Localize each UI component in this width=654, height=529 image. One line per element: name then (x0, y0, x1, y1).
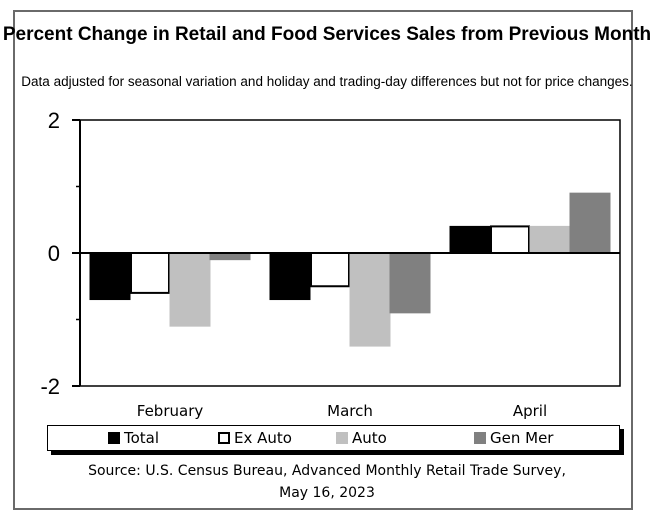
bar-ex-auto-february (130, 252, 170, 294)
legend-label: Auto (352, 429, 387, 447)
bar-gen-mer-march (389, 252, 431, 314)
bar-total-april (449, 225, 491, 254)
legend-item-gen-mer: Gen Mer (474, 429, 553, 447)
bar-auto-march (349, 252, 391, 347)
y-tick-label: 2 (48, 108, 60, 133)
bar-ex-auto-april (490, 225, 530, 254)
legend-item-ex-auto: Ex Auto (218, 429, 292, 447)
legend-swatch (108, 432, 120, 444)
chart-subtitle-text: Data adjusted for seasonal variation and… (21, 74, 633, 89)
source-date: May 16, 2023 (279, 485, 375, 501)
legend-swatch (218, 432, 230, 444)
bar-total-february (89, 252, 131, 301)
legend-label: Gen Mer (490, 429, 554, 447)
chart-title-text: Percent Change in Retail and Food Servic… (2, 24, 652, 45)
y-tick-label: 0 (48, 241, 60, 266)
bar-gen-mer-april (569, 192, 611, 254)
legend-label: Ex Auto (234, 429, 292, 447)
bar-auto-february (169, 252, 211, 327)
legend-label: Total (124, 429, 160, 447)
chart-subtitle: Data adjusted for seasonal variation and… (0, 73, 654, 91)
bar-total-march (269, 252, 311, 301)
bar-auto-april (529, 225, 571, 254)
x-tick-label: February (137, 402, 204, 420)
source-text: Source: U.S. Census Bureau, Advanced Mon… (88, 463, 566, 479)
chart-title: Percent Change in Retail and Food Servic… (0, 22, 654, 47)
source-note: Source: U.S. Census Bureau, Advanced Mon… (0, 460, 654, 504)
legend-item-auto: Auto (336, 429, 387, 447)
legend-item-total: Total (108, 429, 159, 447)
x-tick-label: April (513, 402, 547, 420)
legend-swatch (474, 432, 486, 444)
bar-ex-auto-march (310, 252, 350, 288)
legend-swatch (336, 432, 348, 444)
x-tick-label: March (327, 402, 373, 420)
y-tick-label: -2 (40, 374, 60, 399)
legend: Total Ex Auto Auto Gen Mer (47, 425, 620, 451)
